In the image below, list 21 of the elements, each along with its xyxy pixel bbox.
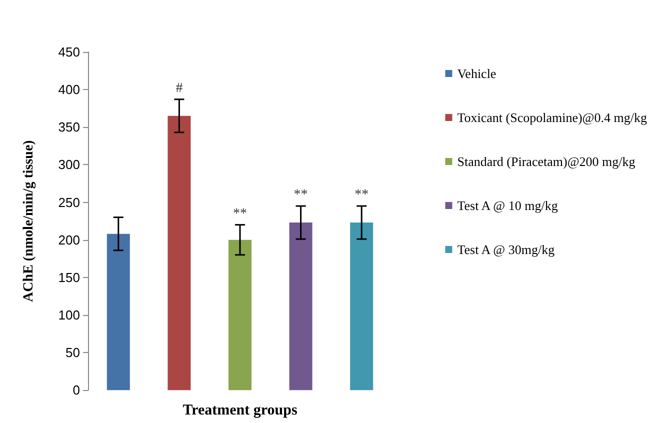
y-tick-label: 150 xyxy=(58,270,80,285)
y-tick-label: 200 xyxy=(58,232,80,248)
x-axis-title: Treatment groups xyxy=(182,402,298,418)
annotation: ** xyxy=(294,188,308,203)
y-tick-label: 450 xyxy=(58,44,80,60)
legend-label: Toxicant (Scopolamine)@0.4 mg/kg xyxy=(457,110,648,125)
legend-label: Standard (Piracetam)@200 mg/kg xyxy=(457,154,636,169)
y-tick-label: 50 xyxy=(66,345,80,360)
y-axis-title: AChE (nmole/min/g tissue) xyxy=(22,140,36,302)
annotation: ** xyxy=(354,188,369,203)
annotation: # xyxy=(176,80,183,96)
annotation: ** xyxy=(233,206,247,222)
y-tick-label: 250 xyxy=(58,194,80,210)
y-tick-label: 350 xyxy=(58,120,80,135)
y-tick-label: 100 xyxy=(58,307,80,322)
y-tick-label: 400 xyxy=(58,82,80,98)
legend-label: Vehicle xyxy=(457,66,496,81)
y-tick-label: 300 xyxy=(58,157,80,172)
legend-label: Test A @ 30mg/kg xyxy=(457,242,556,257)
y-tick-label: 0 xyxy=(72,382,80,398)
legend-label: Test A @ 10 mg/kg xyxy=(457,198,558,213)
